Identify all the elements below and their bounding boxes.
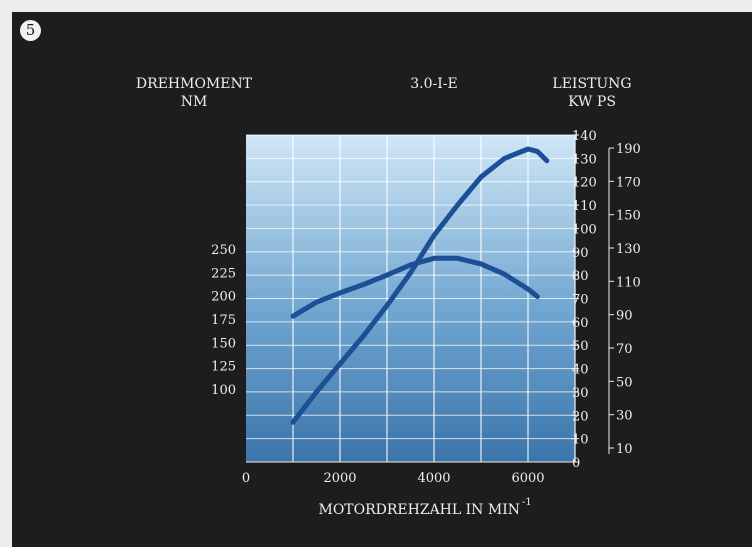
ps-tick-label: 90: [616, 309, 633, 324]
nm-tick-label: 100: [211, 383, 236, 398]
kw-tick-label: 20: [572, 409, 589, 424]
kw-tick-label: 0: [572, 456, 580, 471]
x-axis-label: MOTORDREHZAHL IN MIN: [318, 502, 520, 518]
right-axis-title-line2: KW PS: [568, 94, 616, 110]
torque-curve: [290, 255, 540, 319]
ps-tick-label: 130: [616, 242, 641, 257]
ps-tick-label: 170: [616, 175, 641, 190]
ps-tick-label: 30: [616, 409, 633, 424]
kw-tick-label: 30: [572, 386, 589, 401]
kw-tick-label: 40: [572, 363, 589, 378]
x-tick-label: 2000: [323, 471, 356, 486]
kw-tick-label: 110: [572, 199, 597, 214]
left-axis-title-line1: DREHMOMENT: [136, 76, 253, 92]
kw-tick-label: 50: [572, 339, 589, 354]
kw-tick-label: 120: [572, 176, 597, 191]
torque-power-chart: 0 2000 4000 6000 0 10 20 30 40 50 60 70 80 90 100 110 12…: [136, 76, 641, 518]
x-axis-label-superscript: -1: [522, 497, 532, 508]
x-tick-label: 6000: [511, 471, 544, 486]
kw-tick-label: 90: [572, 246, 589, 261]
nm-tick-label: 250: [211, 243, 236, 258]
x-tick-label: 4000: [417, 471, 450, 486]
figure-number-badge: 5: [20, 20, 41, 41]
axes: 0 2000 4000 6000 0 10 20 30 40 50 60 70 80 90 100 110 12…: [211, 129, 641, 486]
left-axis-title-line2: NM: [181, 94, 208, 110]
kw-tick-label: 10: [572, 433, 589, 448]
ps-tick-label: 10: [616, 442, 633, 457]
nm-tick-label: 125: [211, 360, 236, 375]
nm-tick-label: 225: [211, 266, 236, 281]
kw-tick-label: 80: [572, 269, 589, 284]
kw-tick-label: 140: [572, 129, 597, 144]
kw-tick-label: 130: [572, 152, 597, 167]
series-lines: [290, 146, 550, 425]
ps-tick-label: 150: [616, 209, 641, 224]
figure-panel: 5 0 2000 4000 6000 0 10 20 30 40 50 60 70 80 90 100 110…: [12, 12, 752, 547]
nm-tick-label: 200: [211, 290, 236, 305]
kw-tick-label: 70: [572, 293, 589, 308]
kw-tick-label: 100: [572, 222, 597, 237]
power-curve: [290, 146, 550, 425]
kw-tick-label: 60: [572, 316, 589, 331]
chart-title: 3.0-I-E: [410, 76, 457, 92]
nm-tick-label: 175: [211, 313, 236, 328]
ps-tick-label: 110: [616, 275, 641, 290]
nm-tick-label: 150: [211, 336, 236, 351]
x-tick-label: 0: [242, 471, 250, 486]
right-axis-title-line1: LEISTUNG: [552, 76, 631, 92]
ps-tick-label: 190: [616, 142, 641, 157]
ps-tick-label: 50: [616, 375, 633, 390]
ps-tick-label: 70: [616, 342, 633, 357]
